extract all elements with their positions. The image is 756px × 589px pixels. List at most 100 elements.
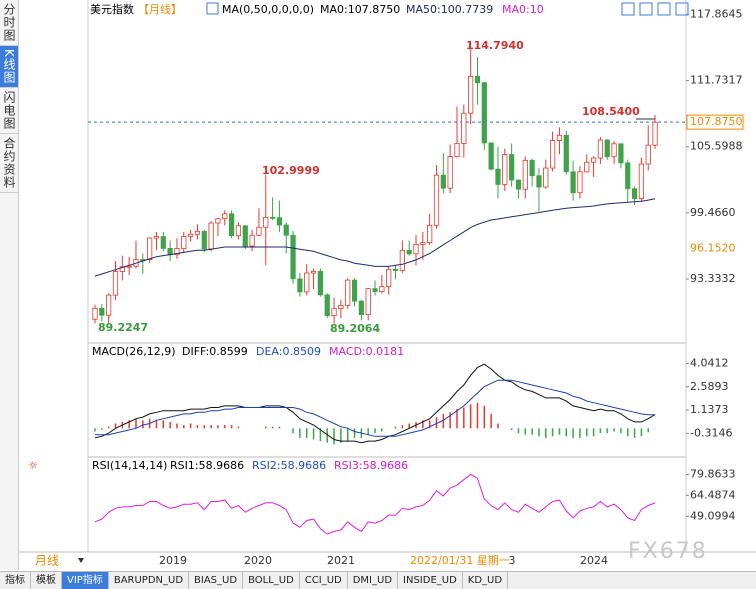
y-tick-label: 117.8645: [690, 7, 743, 20]
candle-body: [399, 249, 405, 271]
candle-body: [147, 237, 153, 261]
candle-body: [263, 216, 269, 228]
candle-body: [304, 272, 310, 293]
annotation: 102.9999: [262, 164, 320, 177]
side-tab[interactable]: K线图: [0, 46, 18, 88]
candle-body: [235, 225, 242, 237]
x-tick-label: 3: [509, 554, 516, 567]
candle-body: [379, 286, 385, 292]
candle-body: [269, 216, 276, 219]
annotation: 89.2064: [330, 322, 380, 335]
legend: RSI1:58.9686: [170, 459, 244, 472]
candle-body: [631, 188, 638, 200]
line: [94, 198, 656, 277]
y-tick-label: 64.4874: [690, 488, 736, 501]
tab-bar: 指标 模板 VIP指标 BARUPDN_UD BIAS_UD BOLL_UD C…: [0, 571, 756, 589]
side-tab[interactable]: 合约资料: [0, 134, 18, 193]
period: 【月线】: [138, 2, 182, 16]
candle-body: [283, 224, 289, 236]
tab[interactable]: CCI_UD: [300, 572, 348, 589]
candle-body: [590, 157, 597, 163]
candle-body: [515, 179, 522, 190]
side-tab[interactable]: 闪电图: [0, 88, 18, 134]
y-tick-label: -0.3146: [690, 426, 732, 439]
candle-body: [543, 167, 549, 188]
candle-body: [427, 224, 433, 243]
candle-body: [112, 271, 119, 296]
tab[interactable]: BIAS_UD: [189, 572, 244, 589]
candle-body: [563, 134, 569, 173]
line: [95, 379, 656, 437]
candle-body: [502, 154, 508, 185]
candle-body: [215, 218, 221, 224]
candle-body: [618, 143, 624, 164]
icon[interactable]: [639, 2, 653, 16]
candle-body: [242, 225, 248, 247]
tab[interactable]: KD_UD: [463, 572, 509, 589]
legend: MA0:107.8750: [320, 3, 400, 16]
toolbar-icons[interactable]: [206, 2, 689, 16]
candle-body: [604, 139, 610, 158]
annotation: 114.7940: [466, 39, 524, 52]
icon[interactable]: [206, 2, 219, 15]
candle-body: [106, 294, 112, 316]
candle-body: [290, 234, 296, 280]
candle-body: [481, 82, 487, 144]
watermark: FX678: [628, 539, 708, 564]
y-tick-label: 105.5988: [690, 140, 743, 153]
tab[interactable]: BOLL_UD: [243, 572, 300, 589]
dropdown[interactable]: [78, 558, 84, 563]
candle-body: [392, 268, 399, 271]
candle-body: [331, 308, 337, 317]
rsi-title: RSI(14,14,14): [92, 459, 167, 472]
candle-body: [488, 142, 494, 170]
candle-body: [201, 230, 207, 250]
x-tick-label: 2019: [159, 554, 187, 567]
candle-body: [577, 171, 583, 194]
legend: MA0:10: [502, 3, 544, 16]
candle-body: [406, 249, 412, 255]
y-tick-label: 2.5893: [690, 380, 729, 393]
candle-body: [126, 265, 132, 268]
tab[interactable]: VIP指标: [62, 572, 109, 589]
candle-body: [276, 217, 283, 226]
candle-body: [433, 174, 440, 226]
candle-body: [638, 163, 645, 200]
x-tick-label: 2022/01/31 星期一: [410, 554, 510, 567]
side-tab[interactable]: 分时图: [0, 0, 18, 46]
icon[interactable]: [657, 2, 671, 16]
legend: RSI2:58.9686: [252, 459, 326, 472]
chart: 美元指数 【月线】 MA(0,50,0,0,0,0) MA0:107.8750 …: [19, 0, 756, 568]
icon[interactable]: [675, 2, 689, 16]
legend: MACD:0.0181: [329, 345, 404, 358]
candle-body: [454, 143, 460, 157]
tab[interactable]: BARUPDN_UD: [109, 572, 190, 589]
candle-body: [351, 279, 358, 302]
y-tick-label: 79.8633: [690, 467, 736, 480]
candle-body: [324, 294, 330, 317]
candle-body: [461, 112, 467, 144]
tab[interactable]: INSIDE_UD: [398, 572, 463, 589]
candle-body: [584, 161, 590, 173]
legend: DIFF:0.8599: [182, 345, 248, 358]
icon[interactable]: [621, 2, 635, 16]
rsi-icon[interactable]: ☼: [28, 459, 38, 472]
candle-body: [208, 222, 214, 250]
candle-body: [222, 213, 228, 220]
candle-body: [160, 236, 166, 249]
line: [94, 473, 656, 535]
tab[interactable]: 指标: [0, 572, 31, 589]
candle-body: [652, 121, 658, 146]
candle-body: [345, 279, 351, 306]
legend: DEA:0.8509: [256, 345, 321, 358]
period-select[interactable]: 月线: [35, 554, 59, 568]
candle-body: [119, 266, 125, 272]
tab[interactable]: 模板: [31, 572, 62, 589]
candle-body: [386, 268, 392, 287]
candle-body: [550, 140, 556, 169]
candle-body: [365, 288, 371, 316]
candle-body: [597, 139, 604, 159]
candle-body: [92, 307, 98, 320]
y-tick-label: 49.0994: [690, 509, 736, 522]
tab[interactable]: DMI_UD: [348, 572, 399, 589]
